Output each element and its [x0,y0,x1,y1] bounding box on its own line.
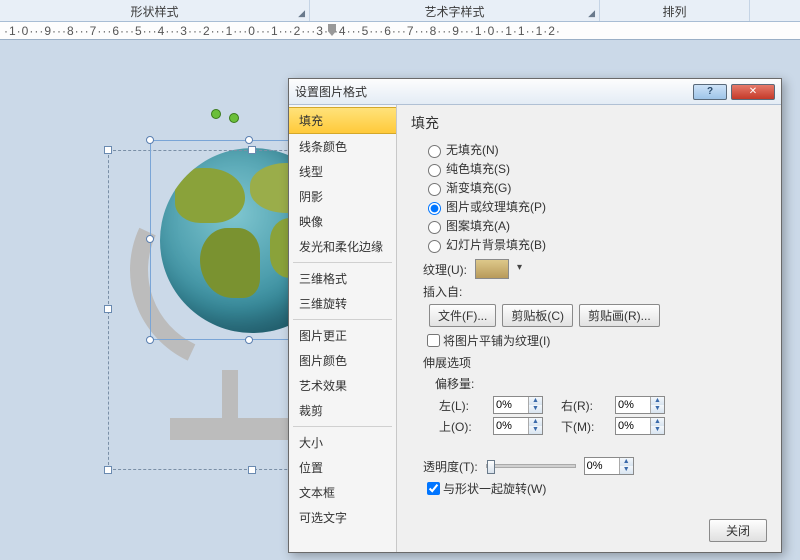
nav-pic-color[interactable]: 图片颜色 [289,348,396,373]
clipart-button[interactable]: 剪贴画(R)... [579,304,660,327]
resize-handle[interactable] [146,336,154,344]
resize-handle[interactable] [245,336,253,344]
dialog-nav: 填充 线条颜色 线型 阴影 映像 发光和柔化边缘 三维格式 三维旋转 图片更正 … [289,105,397,552]
resize-handle[interactable] [104,466,112,474]
dialog-titlebar[interactable]: 设置图片格式 ? ✕ [289,79,781,105]
texture-picker[interactable] [475,259,509,279]
resize-handle[interactable] [146,235,154,243]
stretch-label: 伸展选项 [423,354,471,371]
transparency-label: 透明度(T): [423,458,478,475]
tile-checkbox[interactable] [427,334,440,347]
resize-handle[interactable] [146,136,154,144]
resize-handle[interactable] [245,136,253,144]
nav-line-color[interactable]: 线条颜色 [289,134,396,159]
nav-position[interactable]: 位置 [289,455,396,480]
expand-icon[interactable]: ◢ [298,8,305,19]
offset-label: 偏移量: [435,375,474,392]
format-picture-dialog: 设置图片格式 ? ✕ 填充 线条颜色 线型 阴影 映像 发光和柔化边缘 三维格式… [288,78,782,553]
radio-slide-bg-fill[interactable] [428,240,441,253]
radio-solid-fill[interactable] [428,164,441,177]
file-button[interactable]: 文件(F)... [429,304,496,327]
ribbon-tabs: 形状样式◢ 艺术字样式◢ 排列 大 [0,0,800,22]
nav-fill[interactable]: 填充 [289,107,396,134]
insert-from-label: 插入自: [411,283,471,300]
nav-line-style[interactable]: 线型 [289,159,396,184]
nav-3d-format[interactable]: 三维格式 [289,266,396,291]
rotate-handle[interactable] [229,113,239,123]
offset-left-spinner[interactable]: ▲▼ [493,396,543,414]
nav-alt-text[interactable]: 可选文字 [289,505,396,530]
radio-picture-fill[interactable] [428,202,441,215]
fill-pane: 填充 无填充(N) 纯色填充(S) 渐变填充(G) 图片或纹理填充(P) 图案填… [397,105,781,552]
clipboard-button[interactable]: 剪贴板(C) [502,304,573,327]
radio-pattern-fill[interactable] [428,221,441,234]
dialog-title: 设置图片格式 [295,83,689,100]
expand-icon[interactable]: ◢ [588,8,595,19]
transparency-spinner[interactable]: ▲▼ [584,457,634,475]
radio-no-fill[interactable] [428,145,441,158]
resize-handle[interactable] [104,305,112,313]
dialog-close-button[interactable]: 关闭 [709,519,767,542]
nav-glow[interactable]: 发光和柔化边缘 [289,234,396,259]
offset-right-spinner[interactable]: ▲▼ [615,396,665,414]
resize-handle[interactable] [248,466,256,474]
nav-crop[interactable]: 裁剪 [289,398,396,423]
nav-3d-rotation[interactable]: 三维旋转 [289,291,396,316]
radio-gradient-fill[interactable] [428,183,441,196]
nav-size[interactable]: 大小 [289,430,396,455]
nav-artistic[interactable]: 艺术效果 [289,373,396,398]
transparency-slider[interactable] [486,464,576,468]
rotate-with-shape-checkbox[interactable] [427,482,440,495]
ribbon-tab-shape-styles[interactable]: 形状样式◢ [0,0,310,21]
ribbon-tab-wordart[interactable]: 艺术字样式◢ [310,0,600,21]
close-icon[interactable]: ✕ [731,84,775,100]
offset-bottom-spinner[interactable]: ▲▼ [615,417,665,435]
resize-handle[interactable] [104,146,112,154]
nav-pic-corrections[interactable]: 图片更正 [289,323,396,348]
nav-textbox[interactable]: 文本框 [289,480,396,505]
texture-label: 纹理(U): [411,261,471,278]
nav-reflection[interactable]: 映像 [289,209,396,234]
ruler[interactable]: ·1·0···9···8···7···6···5···4···3···2···1… [0,22,800,40]
rotate-handle[interactable] [211,109,221,119]
ribbon-tab-size[interactable]: 大 [750,0,800,21]
pane-heading: 填充 [411,113,767,133]
ribbon-tab-arrange[interactable]: 排列 [600,0,750,21]
offset-top-spinner[interactable]: ▲▼ [493,417,543,435]
help-button[interactable]: ? [693,84,727,100]
nav-shadow[interactable]: 阴影 [289,184,396,209]
